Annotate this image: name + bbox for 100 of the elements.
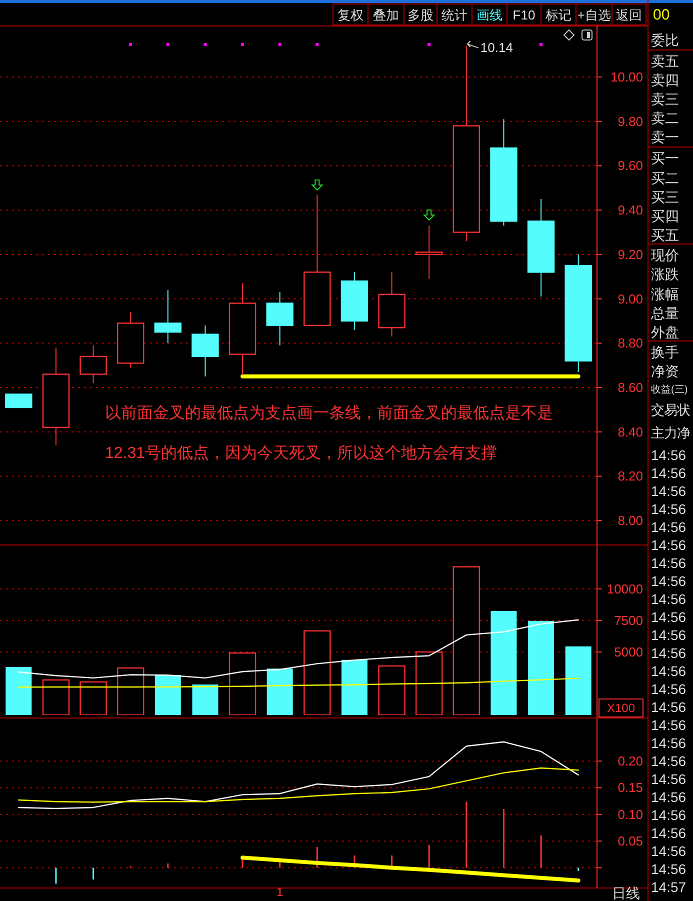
y-tick-label: 8.40 — [618, 424, 643, 440]
text: 日线 — [612, 885, 640, 901]
text: 买五 — [651, 227, 679, 243]
y-tick-label: 10000 — [606, 581, 643, 596]
text: 14:56 — [651, 501, 686, 517]
text: 买一 — [651, 150, 679, 166]
text: 卖四 — [651, 72, 679, 88]
text: 买四 — [651, 208, 679, 224]
text: 14:56 — [651, 753, 686, 769]
y-tick-label: 8.20 — [618, 468, 643, 484]
bar — [42, 679, 70, 715]
candlestick — [452, 45, 480, 242]
y-tick-label: 0.05 — [618, 834, 643, 849]
text: 交易状 — [651, 402, 690, 418]
text: 总量 — [650, 305, 679, 321]
text: 14:56 — [651, 663, 686, 679]
text: 00 — [653, 6, 670, 24]
text: 净资 — [651, 363, 679, 379]
text: 画线 — [476, 8, 502, 22]
text: 换手 — [651, 344, 679, 360]
bar — [528, 620, 554, 715]
bar — [490, 610, 517, 715]
y-tick-label: 0.10 — [618, 806, 643, 822]
text: 14:57 — [651, 879, 686, 895]
text: 收益(三) — [651, 384, 688, 396]
text: 叠加 — [373, 8, 399, 22]
annotation: 10.14 — [480, 40, 513, 55]
y-tick-label: 9.20 — [618, 246, 643, 262]
text: 14:56 — [651, 573, 686, 589]
text: 14:56 — [651, 807, 686, 823]
y-tick-label: 5000 — [614, 644, 643, 660]
text: 14:56 — [651, 537, 686, 553]
y-tick-label: 8.60 — [618, 380, 643, 396]
bar — [80, 681, 107, 715]
text: 卖五 — [651, 53, 679, 69]
text: 委比 — [651, 32, 679, 48]
text: 14:56 — [651, 771, 686, 787]
candlestick — [42, 347, 70, 446]
candlestick — [340, 272, 368, 330]
text: 14:56 — [651, 861, 686, 877]
y-tick-label: 9.40 — [618, 202, 643, 218]
text: 14:56 — [651, 591, 686, 607]
bar — [192, 684, 218, 715]
text: X100 — [606, 701, 636, 715]
text: 14:56 — [651, 555, 686, 571]
text: 外盘 — [651, 324, 679, 340]
text: 复权 — [338, 8, 364, 22]
candlestick — [228, 282, 256, 375]
line-series — [18, 619, 579, 679]
bar — [6, 666, 32, 715]
text: +自选 — [577, 8, 611, 22]
text: 14:56 — [651, 645, 686, 661]
text: 14:56 — [651, 609, 686, 625]
line-series — [240, 856, 580, 883]
candlestick — [564, 254, 592, 372]
bar — [116, 667, 144, 715]
text: 14:56 — [651, 519, 686, 535]
text: 14:56 — [651, 843, 686, 859]
y-tick-label: 10.00 — [610, 70, 643, 85]
y-tick-label: 9.80 — [618, 114, 643, 129]
text: 现价 — [651, 247, 679, 263]
text: 卖一 — [651, 129, 679, 145]
text: 主力净 — [651, 426, 690, 440]
bar — [304, 630, 331, 715]
text: 14:56 — [651, 789, 686, 805]
bar — [228, 652, 256, 715]
y-tick-label: 0.20 — [618, 754, 643, 769]
line-series — [18, 741, 579, 810]
text: 统计 — [442, 8, 468, 22]
candlestick — [527, 198, 555, 298]
bar — [452, 566, 480, 715]
candlestick — [80, 344, 107, 384]
text: 14:56 — [651, 735, 686, 751]
text: 14:56 — [651, 447, 686, 463]
line-series — [18, 767, 579, 803]
text: 14:56 — [651, 627, 686, 643]
candlestick — [378, 272, 406, 338]
y-tick-label: 8.00 — [618, 513, 643, 528]
text: 买三 — [651, 189, 679, 205]
bar — [378, 665, 406, 715]
bar — [565, 646, 592, 715]
line-series — [18, 678, 579, 688]
text: 14:56 — [651, 465, 686, 481]
text: 返回 — [616, 8, 642, 22]
text: 14:56 — [651, 825, 686, 841]
y-tick-label: 9.00 — [618, 291, 643, 306]
candlestick — [266, 292, 294, 346]
text: 卖二 — [651, 110, 679, 126]
bar — [341, 660, 368, 715]
text: F10 — [512, 8, 536, 22]
candlestick — [415, 225, 443, 280]
bar — [415, 651, 443, 715]
text: 多股 — [408, 8, 434, 22]
text: 涨幅 — [651, 286, 679, 302]
text: 14:56 — [651, 699, 686, 715]
text: 14:56 — [651, 483, 686, 499]
text: 14:56 — [651, 717, 686, 733]
text: 14:56 — [651, 681, 686, 697]
bar — [266, 668, 293, 715]
y-tick-label: 9.60 — [618, 158, 643, 174]
